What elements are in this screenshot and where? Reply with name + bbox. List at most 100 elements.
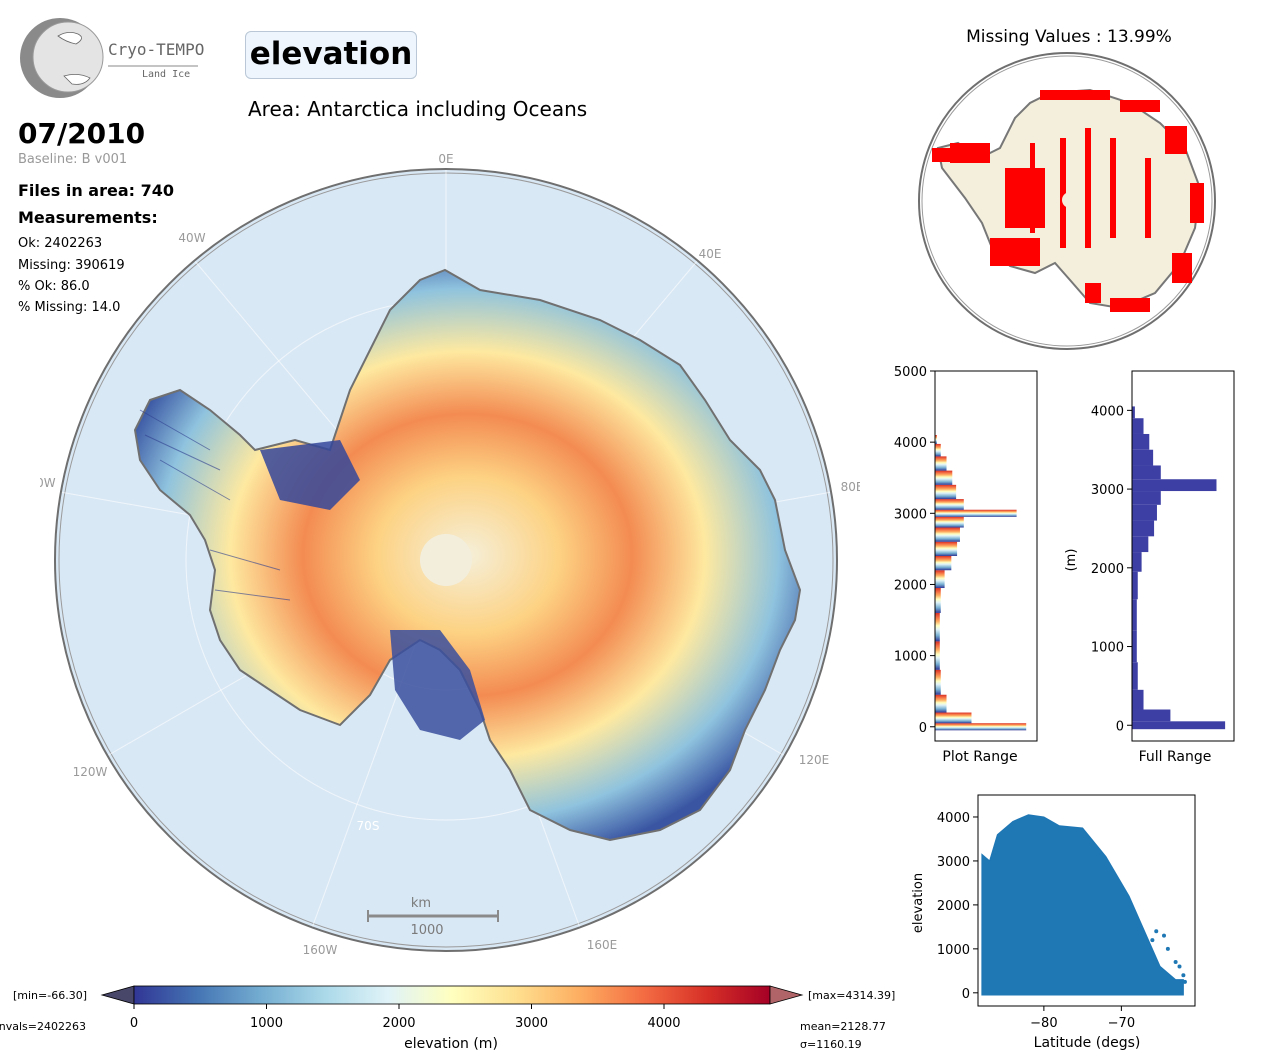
histogram-bar	[1132, 504, 1157, 521]
peninsula-tracks	[139, 409, 291, 601]
plot-range-bars	[935, 435, 1027, 731]
lon-label-0e: 0E	[438, 152, 453, 166]
scatter-points-envelope	[981, 814, 1184, 996]
ytick-label: 4000	[894, 436, 927, 451]
histogram-bar	[935, 556, 952, 571]
colorbar-xlabel: elevation (m)	[404, 1036, 498, 1052]
scatter-xtick-label: −80	[1030, 1016, 1057, 1031]
ytick-label: 4000	[1091, 404, 1124, 419]
histogram-bar	[935, 712, 972, 724]
scatter-points	[1150, 929, 1187, 984]
histogram-bar	[935, 669, 941, 695]
histogram-bar	[935, 723, 1027, 731]
histogram-bar	[935, 570, 945, 589]
colorbar-tick-label: 2000	[382, 1016, 415, 1031]
ytick-label: 1000	[894, 650, 927, 665]
pole-hole	[420, 534, 472, 586]
scatter-frame	[977, 794, 1196, 1007]
histogram-bar	[1132, 662, 1138, 690]
histogram-bar	[1132, 418, 1144, 434]
colorbar-gradient	[133, 985, 771, 1005]
lon-label-160w: 160W	[303, 943, 338, 957]
full-range-frame	[1131, 370, 1235, 742]
lon-label-40w: 40W	[178, 231, 205, 245]
scatter-point	[1150, 938, 1155, 943]
scatter-ytick-label: 2000	[937, 899, 970, 914]
colorbar-max-label: [max=4314.39]	[808, 989, 895, 1002]
scatter-point	[1173, 960, 1178, 965]
colorbar-tick-label: 4000	[647, 1016, 680, 1031]
lat-label-70s: 70S	[357, 819, 380, 833]
histogram-bar	[1132, 571, 1138, 600]
lon-label-120w: 120W	[73, 765, 108, 779]
scale-value: 1000	[410, 923, 443, 938]
lon-label-40e: 40E	[699, 247, 722, 261]
date-label: 07/2010	[18, 117, 146, 150]
histogram-bar	[935, 541, 958, 556]
scatter-ylabel: elevation	[911, 873, 926, 933]
longitude-labels: 0E 40E 80E 120E 160E 160W 120W 80W 40W 7…	[28, 152, 863, 957]
histogram-bar	[935, 499, 964, 510]
missing-data-markers	[932, 90, 1204, 312]
colorbar-tick-label: 1000	[250, 1016, 283, 1031]
histogram-bar	[1132, 709, 1171, 722]
histogram-bar	[1132, 479, 1217, 492]
area-subtitle: Area: Antarctica including Oceans	[248, 97, 588, 121]
baseline-label: Baseline: B v001	[18, 152, 128, 167]
ytick-label: 2000	[1091, 562, 1124, 577]
stat-percent-ok: % Ok: 86.0	[18, 279, 90, 294]
histogram-bar	[935, 612, 940, 642]
colorbar-sigma-label: σ=1160.19	[800, 1038, 862, 1051]
scatter-xlabel: Latitude (degs)	[1034, 1035, 1141, 1051]
full-range-xlabel: Full Range	[1139, 749, 1212, 765]
ytick-label: 3000	[1091, 483, 1124, 498]
scatter-yticks: 0 1000 2000 3000 4000	[937, 811, 978, 1002]
elevation-colorbar: 0 1000 2000 3000 4000 elevation (m) [min=-66…	[0, 975, 1000, 1060]
logo-subtitle: Land Ice	[142, 69, 191, 80]
scatter-point	[1162, 933, 1166, 938]
scatter-point	[1181, 973, 1186, 978]
scatter-point	[1154, 929, 1159, 934]
histogram-bar	[935, 484, 957, 500]
histogram-bar	[1132, 536, 1149, 553]
plot-range-xlabel: Plot Range	[942, 749, 1017, 765]
colorbar-tick-label: 3000	[515, 1016, 548, 1031]
colorbar-max-extend	[769, 985, 804, 1005]
colorbar-nvals-label: nvals=2402263	[0, 1020, 86, 1033]
scatter-point	[1182, 979, 1187, 984]
scatter-xtick-label: −70	[1108, 1016, 1135, 1031]
histogram-bar	[1132, 491, 1161, 505]
ytick-label: 0	[919, 721, 927, 736]
ytick-label: 1000	[1091, 641, 1124, 656]
scatter-point	[1177, 964, 1182, 969]
files-count: Files in area: 740	[18, 181, 174, 200]
scale-unit: km	[411, 896, 431, 911]
full-range-yticks: 0 1000 2000 3000 4000	[1091, 404, 1132, 734]
colorbar-min-label: [min=-66.30]	[13, 989, 87, 1002]
stat-missing: Missing: 390619	[18, 258, 125, 273]
plot-range-histogram: 0 1000 2000 3000 4000 5000 Plot Range	[870, 358, 1050, 768]
lon-label-80e: 80E	[841, 480, 860, 494]
histogram-bar	[935, 516, 964, 528]
histogram-bar	[935, 527, 960, 542]
measurements-title: Measurements:	[18, 208, 158, 227]
histogram-bar	[1132, 689, 1144, 710]
lon-label-120e: 120E	[799, 753, 830, 767]
histogram-bar	[1132, 630, 1137, 663]
histogram-bar	[935, 456, 947, 471]
histogram-bar	[1132, 406, 1135, 419]
full-range-ylabel: (m)	[1064, 549, 1079, 572]
ross-ice-shelf	[390, 630, 485, 740]
ytick-label: 3000	[894, 507, 927, 522]
missing-values-map	[910, 48, 1228, 356]
histogram-bar	[1132, 721, 1226, 730]
ytick-label: 5000	[894, 365, 927, 380]
scatter-ytick-label: 0	[962, 987, 970, 1002]
full-range-bars	[1132, 406, 1226, 730]
histogram-bar	[1132, 599, 1137, 631]
full-range-histogram: 0 1000 2000 3000 4000 (m) Full Range	[1060, 358, 1260, 768]
colorbar-mean-label: mean=2128.77	[800, 1020, 886, 1033]
plot-range-frame	[934, 370, 1038, 742]
stat-percent-missing: % Missing: 14.0	[18, 300, 121, 315]
ytick-label: 0	[1116, 719, 1124, 734]
